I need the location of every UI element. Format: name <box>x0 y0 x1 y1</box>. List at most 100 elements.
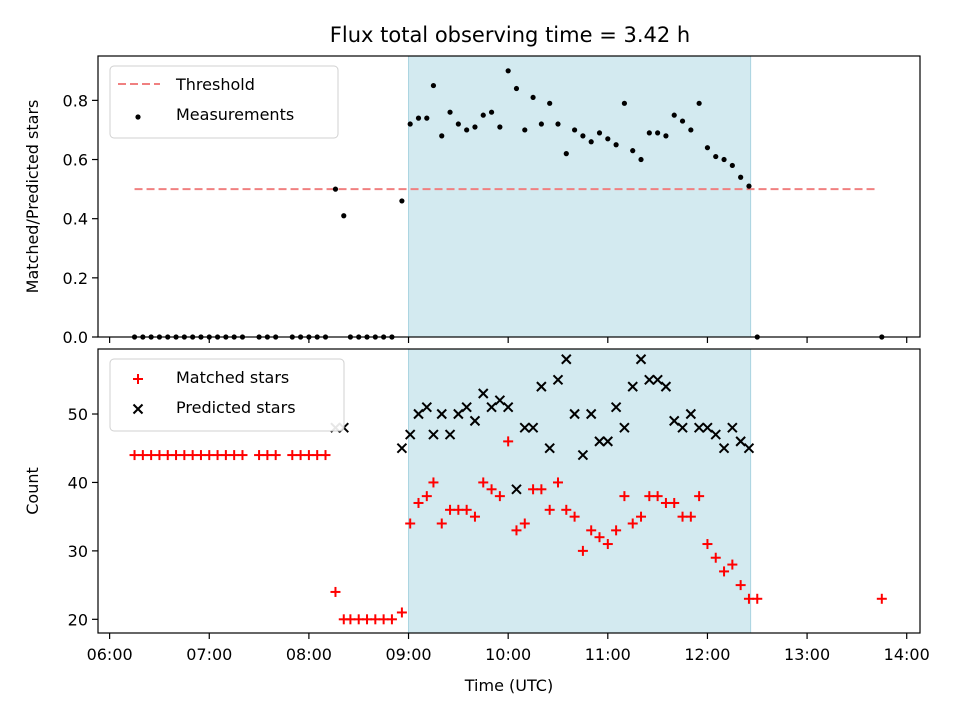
data-point <box>547 100 553 106</box>
y-tick-label: 40 <box>68 473 88 492</box>
data-point <box>696 100 702 106</box>
data-point <box>652 374 663 386</box>
y-tick-label: 0.0 <box>63 328 88 347</box>
data-point <box>527 422 539 433</box>
axes-frame <box>97 55 921 338</box>
data-point <box>386 614 397 625</box>
series-measurements <box>131 68 885 340</box>
data-point <box>439 133 445 139</box>
data-point-b <box>652 374 663 386</box>
data-point <box>405 518 416 529</box>
data-point <box>332 186 339 192</box>
data-point <box>663 133 669 139</box>
data-point <box>461 401 472 413</box>
data-point <box>721 156 727 163</box>
data-point <box>486 401 497 413</box>
data-point <box>644 374 655 386</box>
data-point <box>702 539 713 550</box>
data-point-b <box>743 443 755 454</box>
data-point <box>746 183 752 189</box>
y-tick-label: 0.4 <box>63 210 88 229</box>
data-point <box>519 422 530 433</box>
data-point-b <box>469 415 481 427</box>
data-point <box>561 354 572 365</box>
data-point <box>636 511 647 522</box>
data-point <box>407 121 413 127</box>
data-point <box>396 607 407 618</box>
data-point-b <box>396 443 408 454</box>
data-point <box>563 151 569 157</box>
data-point-b <box>693 422 705 433</box>
data-point <box>530 94 536 101</box>
data-point-b <box>635 354 647 365</box>
data-point <box>436 518 447 529</box>
data-point-b <box>669 415 680 427</box>
data-point <box>569 511 580 522</box>
data-point <box>627 381 638 392</box>
data-point-b <box>685 408 697 420</box>
legend: Threshold Measurements <box>109 65 339 139</box>
data-point <box>421 401 433 413</box>
data-point-b <box>519 422 530 433</box>
data-point <box>396 443 408 454</box>
data-point-b <box>453 408 464 420</box>
data-point-b <box>536 381 547 392</box>
data-point-b <box>677 422 688 433</box>
data-point-b <box>627 381 638 392</box>
highlight-span <box>408 348 752 634</box>
y-tick-label: 20 <box>68 610 88 629</box>
data-point <box>561 504 572 515</box>
data-point <box>469 415 481 427</box>
data-point <box>688 127 694 133</box>
data-point-b <box>413 408 424 420</box>
data-point <box>552 374 564 386</box>
data-point-b <box>527 422 539 433</box>
data-point-b <box>718 443 730 454</box>
data-point <box>586 525 597 536</box>
y-tick-label: 0.8 <box>63 91 88 110</box>
data-point <box>635 354 647 365</box>
data-point-b <box>478 388 489 399</box>
data-point <box>494 491 505 502</box>
data-point-b <box>727 422 738 433</box>
bottom-panel: 20 30 40 50 06:00 07:00 08:00 09:00 10:00 11:00 12… <box>23 348 930 695</box>
data-point-b <box>461 401 472 413</box>
data-point <box>594 532 605 543</box>
data-point <box>694 491 705 502</box>
data-point-b <box>577 449 589 461</box>
data-point <box>486 484 497 495</box>
data-point <box>478 477 489 488</box>
data-point <box>472 124 478 130</box>
data-point <box>480 112 486 118</box>
data-point <box>671 112 677 118</box>
data-point-b <box>421 401 433 413</box>
data-point <box>580 133 586 139</box>
data-point <box>719 566 730 577</box>
legend-entry: Predicted stars <box>132 398 296 417</box>
data-point <box>503 436 514 447</box>
data-point-b <box>585 408 597 420</box>
data-point-b <box>428 429 439 440</box>
data-point <box>536 484 547 495</box>
data-point <box>424 115 430 121</box>
data-point <box>399 198 405 204</box>
data-point <box>588 139 594 145</box>
data-point <box>494 395 506 406</box>
data-point <box>430 82 437 89</box>
data-point-b <box>644 374 655 386</box>
data-point-b <box>710 429 721 440</box>
data-point <box>652 491 663 502</box>
data-point <box>702 422 713 433</box>
data-point <box>729 162 735 169</box>
data-point <box>669 415 680 427</box>
legend-swatch <box>135 114 141 120</box>
data-point <box>685 511 696 522</box>
data-point <box>538 121 544 127</box>
legend-box <box>109 65 339 139</box>
legend-label: Predicted stars <box>176 398 296 417</box>
data-point <box>596 130 603 136</box>
data-point-b <box>561 354 572 365</box>
figure-title: Flux total observing time = 3.42 h <box>330 23 690 47</box>
data-point-b <box>436 408 447 420</box>
data-point <box>610 401 622 413</box>
